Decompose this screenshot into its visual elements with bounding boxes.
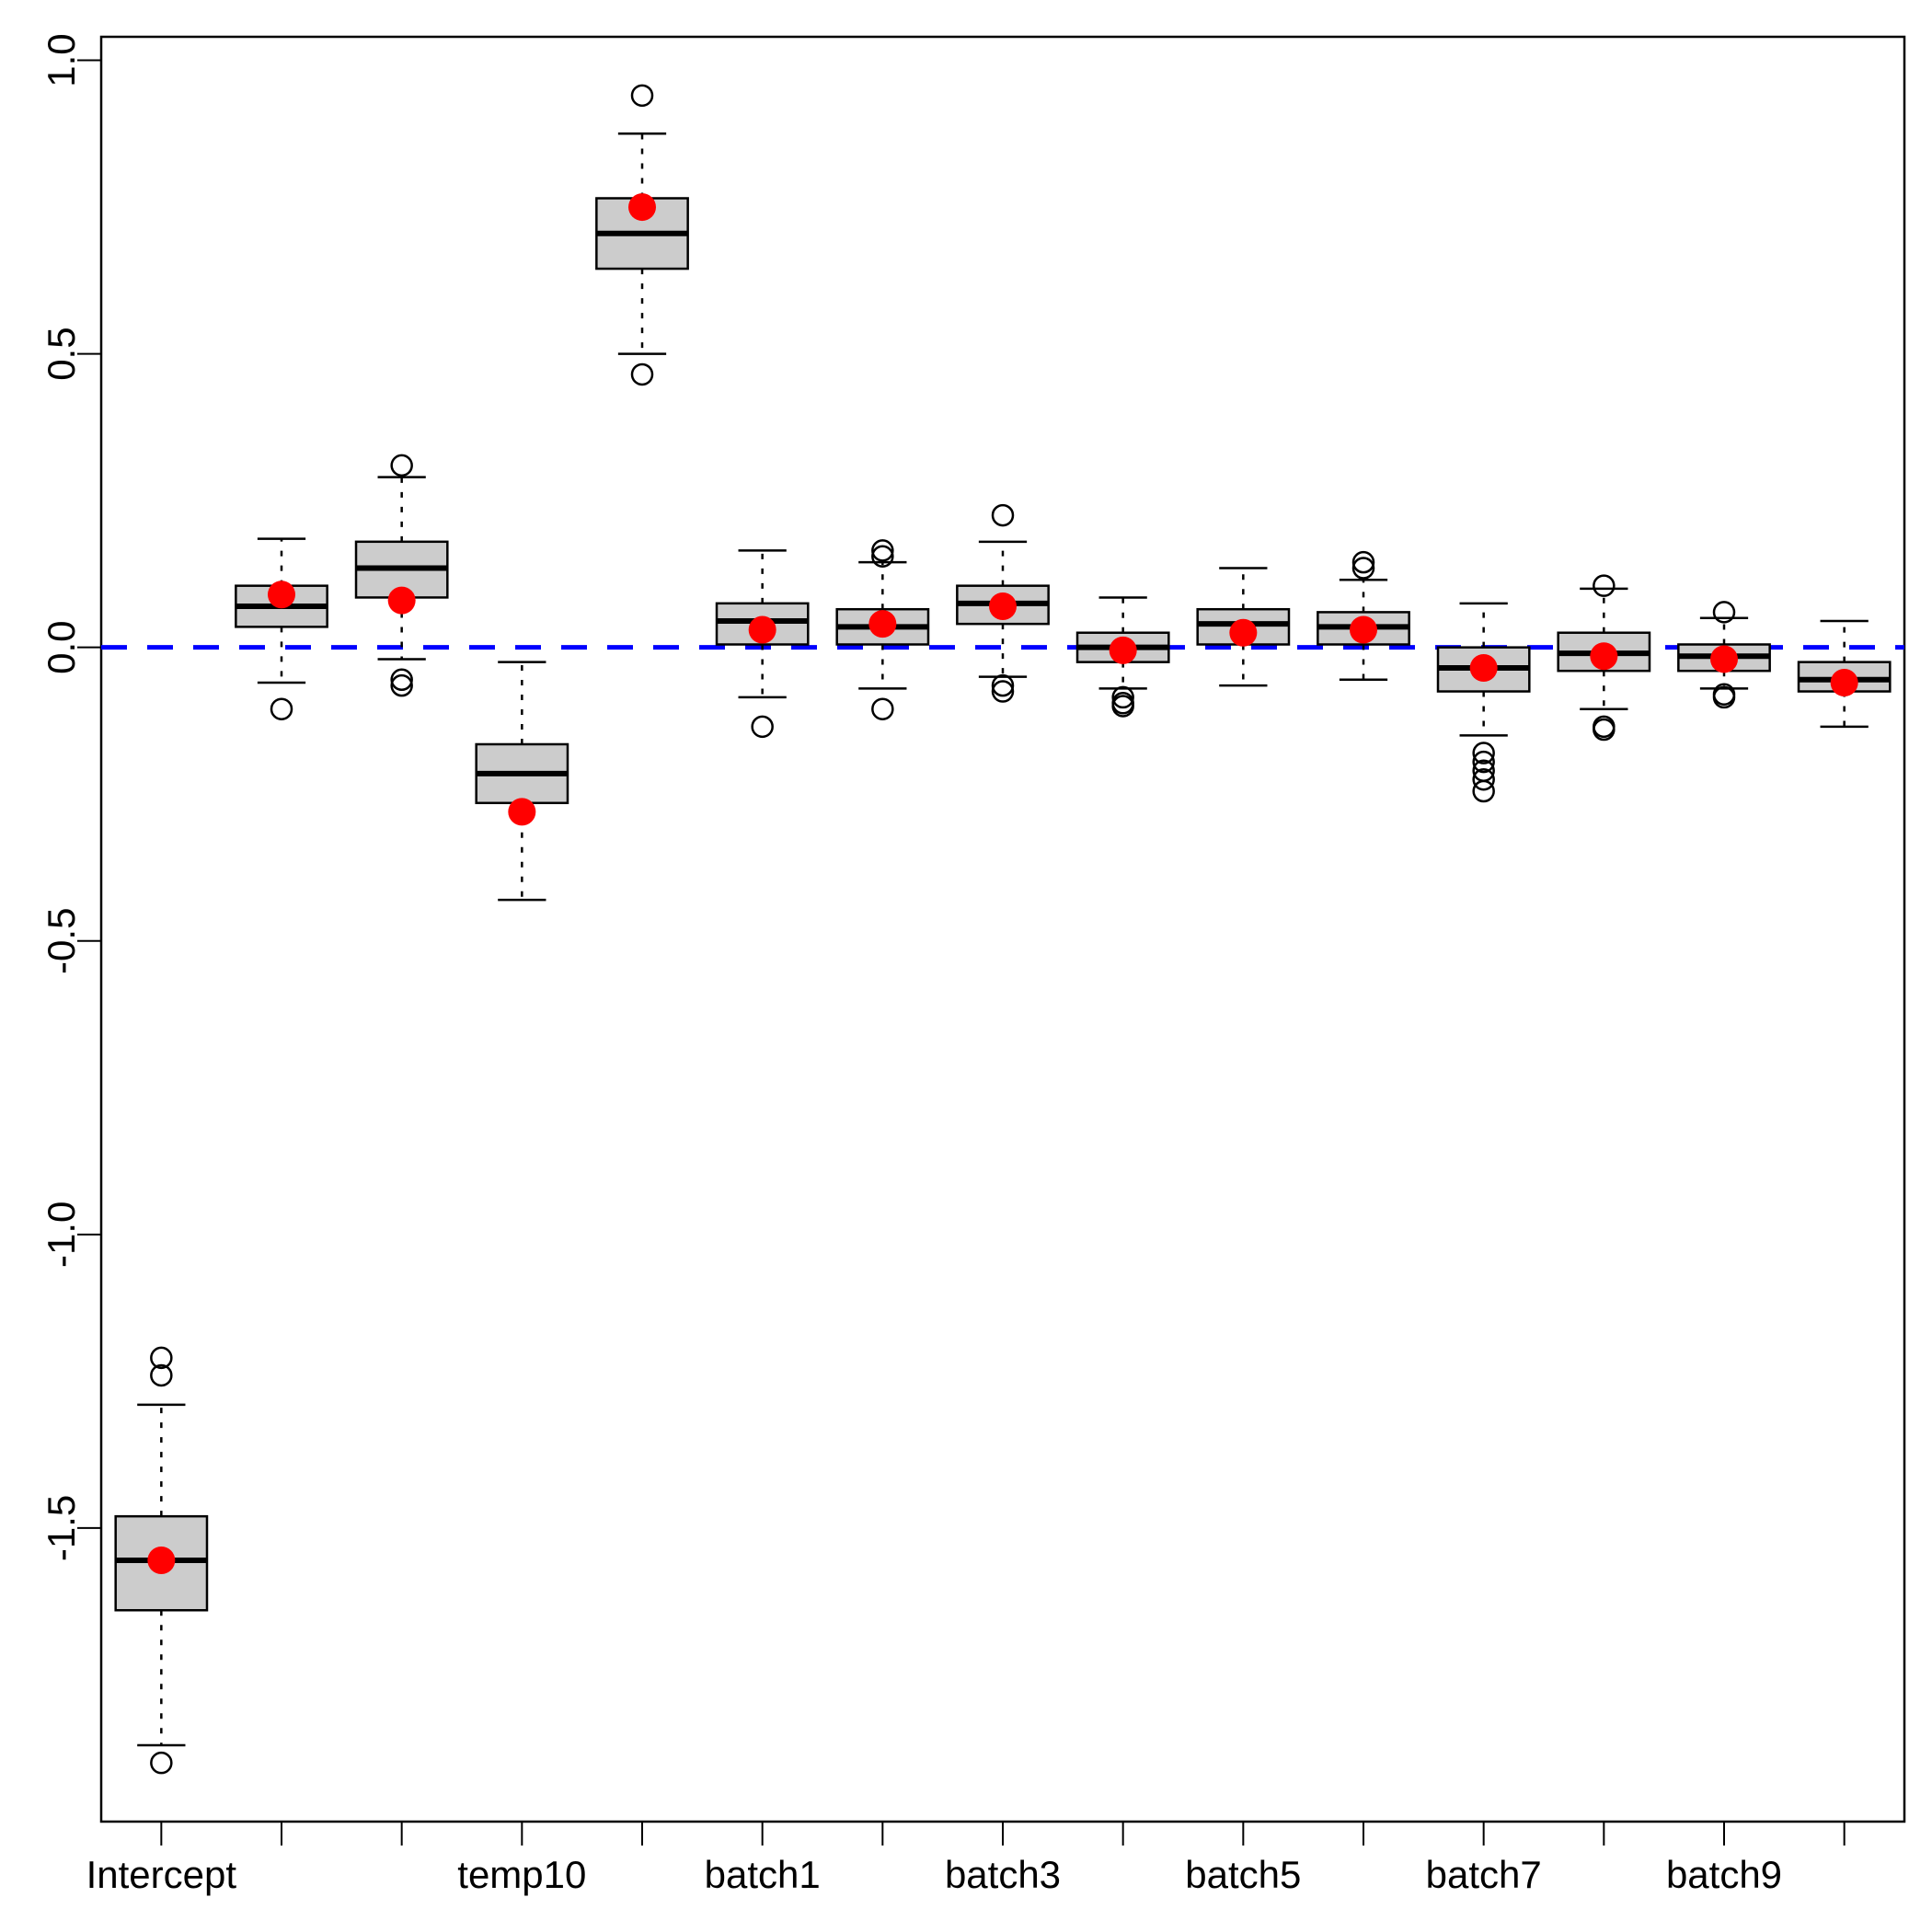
y-tick-label: -0.5 <box>40 908 83 974</box>
red-marker <box>388 587 416 615</box>
red-marker <box>749 616 776 644</box>
y-tick-label: 0.0 <box>40 620 83 673</box>
red-marker <box>1590 642 1617 670</box>
red-marker <box>1470 654 1498 682</box>
red-marker <box>1831 669 1858 696</box>
red-marker <box>1710 645 1738 673</box>
red-marker <box>1110 637 1137 664</box>
x-tick-label: temp10 <box>457 1853 586 1896</box>
x-tick-label: batch1 <box>705 1853 821 1896</box>
red-marker <box>1350 616 1377 644</box>
red-marker <box>1229 619 1257 647</box>
chart-bg <box>0 0 1932 1932</box>
red-marker <box>868 610 896 638</box>
x-tick-label: batch3 <box>945 1853 1061 1896</box>
y-tick-label: -1.0 <box>40 1202 83 1268</box>
red-marker <box>147 1547 175 1574</box>
red-marker <box>628 193 656 221</box>
y-tick-label: -1.5 <box>40 1495 83 1561</box>
boxplot-chart: -1.5 -1.0 -0.5 0.0 0.5 1.0 Intercept temp10 batc… <box>0 0 1932 1932</box>
x-tick-label: batch9 <box>1666 1853 1782 1896</box>
red-marker <box>508 798 535 825</box>
y-tick-label: 1.0 <box>40 33 83 86</box>
x-tick-label: Intercept <box>86 1853 237 1896</box>
y-tick-label: 0.5 <box>40 327 83 380</box>
x-tick-label: batch7 <box>1426 1853 1542 1896</box>
x-tick-label: batch5 <box>1185 1853 1301 1896</box>
red-marker <box>268 581 295 608</box>
red-marker <box>989 592 1017 620</box>
